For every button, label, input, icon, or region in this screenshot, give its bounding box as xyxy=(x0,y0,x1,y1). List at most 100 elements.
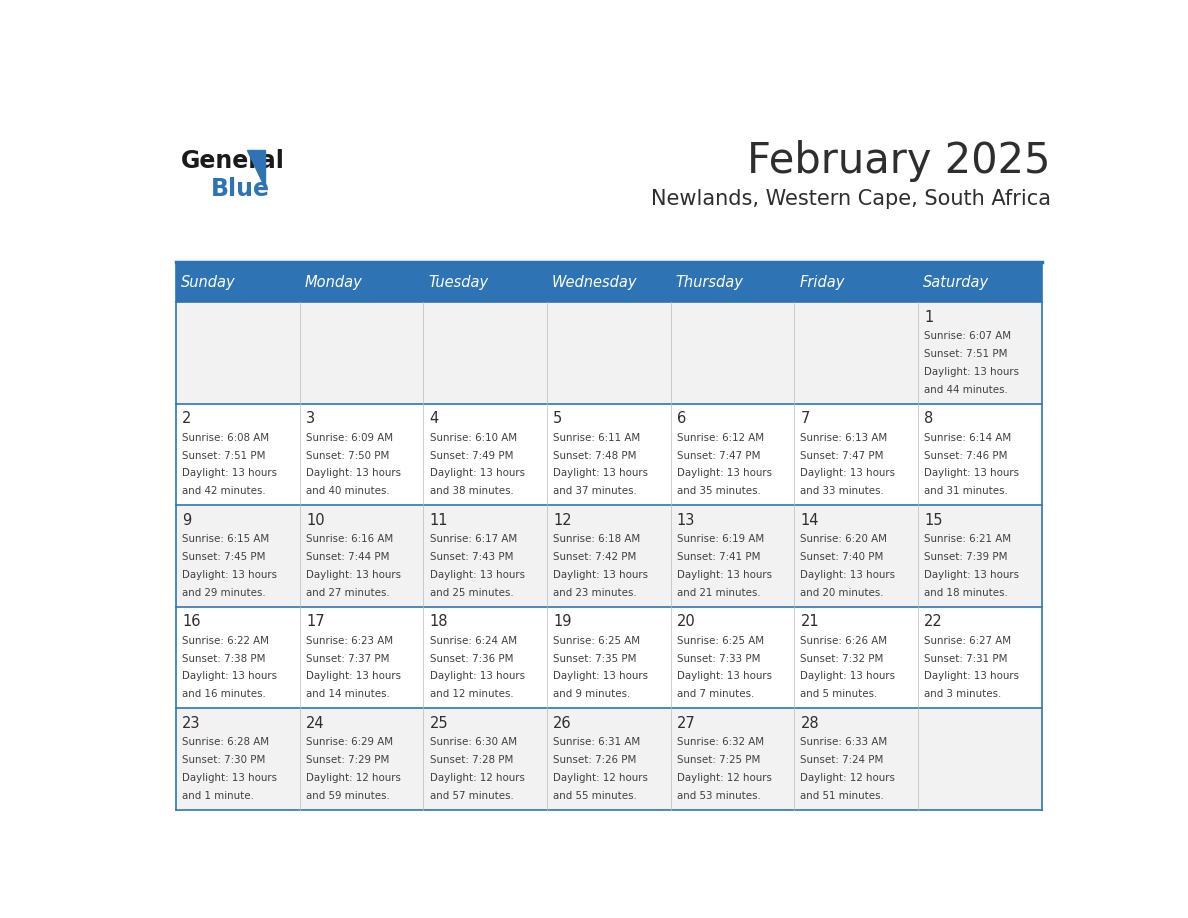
Text: 21: 21 xyxy=(801,614,819,629)
Text: Sunrise: 6:19 AM: Sunrise: 6:19 AM xyxy=(677,534,764,544)
Bar xyxy=(176,404,1042,506)
Text: Sunday: Sunday xyxy=(181,274,235,290)
Text: and 53 minutes.: and 53 minutes. xyxy=(677,790,760,800)
Text: 1: 1 xyxy=(924,309,934,325)
Text: Sunrise: 6:30 AM: Sunrise: 6:30 AM xyxy=(430,737,517,747)
Text: Sunset: 7:42 PM: Sunset: 7:42 PM xyxy=(554,552,637,562)
Text: Sunset: 7:32 PM: Sunset: 7:32 PM xyxy=(801,654,884,664)
Text: Sunset: 7:45 PM: Sunset: 7:45 PM xyxy=(182,552,266,562)
Text: Daylight: 13 hours: Daylight: 13 hours xyxy=(924,570,1019,580)
Text: Sunrise: 6:08 AM: Sunrise: 6:08 AM xyxy=(182,433,270,442)
Bar xyxy=(176,607,1042,709)
Text: Sunset: 7:29 PM: Sunset: 7:29 PM xyxy=(307,756,390,765)
Text: Sunset: 7:51 PM: Sunset: 7:51 PM xyxy=(924,349,1007,359)
Text: Sunset: 7:35 PM: Sunset: 7:35 PM xyxy=(554,654,637,664)
Bar xyxy=(176,709,1042,810)
Text: Daylight: 13 hours: Daylight: 13 hours xyxy=(801,468,896,478)
Text: and 55 minutes.: and 55 minutes. xyxy=(554,790,637,800)
Text: Friday: Friday xyxy=(800,274,845,290)
Bar xyxy=(176,302,1042,404)
Text: 13: 13 xyxy=(677,512,695,528)
Text: 28: 28 xyxy=(801,715,819,731)
Text: 23: 23 xyxy=(182,715,201,731)
Text: Sunset: 7:41 PM: Sunset: 7:41 PM xyxy=(677,552,760,562)
Text: and 38 minutes.: and 38 minutes. xyxy=(430,487,513,496)
Text: and 27 minutes.: and 27 minutes. xyxy=(307,588,390,598)
Text: 26: 26 xyxy=(554,715,571,731)
Text: Sunrise: 6:12 AM: Sunrise: 6:12 AM xyxy=(677,433,764,442)
Text: Sunset: 7:39 PM: Sunset: 7:39 PM xyxy=(924,552,1007,562)
Text: Daylight: 13 hours: Daylight: 13 hours xyxy=(307,570,400,580)
Text: 11: 11 xyxy=(430,512,448,528)
Text: and 51 minutes.: and 51 minutes. xyxy=(801,790,884,800)
Text: Sunrise: 6:18 AM: Sunrise: 6:18 AM xyxy=(554,534,640,544)
Text: 27: 27 xyxy=(677,715,696,731)
Text: Sunset: 7:37 PM: Sunset: 7:37 PM xyxy=(307,654,390,664)
Text: Sunset: 7:24 PM: Sunset: 7:24 PM xyxy=(801,756,884,765)
Text: Sunset: 7:31 PM: Sunset: 7:31 PM xyxy=(924,654,1007,664)
Text: and 40 minutes.: and 40 minutes. xyxy=(307,487,390,496)
Text: Daylight: 12 hours: Daylight: 12 hours xyxy=(430,773,524,783)
Text: Daylight: 13 hours: Daylight: 13 hours xyxy=(677,468,772,478)
Text: and 16 minutes.: and 16 minutes. xyxy=(182,689,266,700)
Text: Sunset: 7:38 PM: Sunset: 7:38 PM xyxy=(182,654,266,664)
Text: 24: 24 xyxy=(307,715,324,731)
Text: General: General xyxy=(181,149,285,173)
Text: Daylight: 13 hours: Daylight: 13 hours xyxy=(182,570,277,580)
Text: Sunrise: 6:07 AM: Sunrise: 6:07 AM xyxy=(924,331,1011,341)
Text: Sunrise: 6:13 AM: Sunrise: 6:13 AM xyxy=(801,433,887,442)
Text: Sunset: 7:26 PM: Sunset: 7:26 PM xyxy=(554,756,637,765)
Text: and 14 minutes.: and 14 minutes. xyxy=(307,689,390,700)
Text: and 12 minutes.: and 12 minutes. xyxy=(430,689,513,700)
Text: Daylight: 12 hours: Daylight: 12 hours xyxy=(307,773,400,783)
Text: Sunrise: 6:33 AM: Sunrise: 6:33 AM xyxy=(801,737,887,747)
Text: Daylight: 13 hours: Daylight: 13 hours xyxy=(554,468,649,478)
Text: and 21 minutes.: and 21 minutes. xyxy=(677,588,760,598)
Text: Daylight: 13 hours: Daylight: 13 hours xyxy=(554,570,649,580)
Text: and 44 minutes.: and 44 minutes. xyxy=(924,385,1007,395)
Text: Sunset: 7:49 PM: Sunset: 7:49 PM xyxy=(430,451,513,461)
Text: Sunrise: 6:27 AM: Sunrise: 6:27 AM xyxy=(924,636,1011,646)
Text: Sunrise: 6:14 AM: Sunrise: 6:14 AM xyxy=(924,433,1011,442)
Text: 6: 6 xyxy=(677,411,687,426)
Text: 7: 7 xyxy=(801,411,810,426)
Text: and 20 minutes.: and 20 minutes. xyxy=(801,588,884,598)
Text: 19: 19 xyxy=(554,614,571,629)
Text: Daylight: 13 hours: Daylight: 13 hours xyxy=(554,671,649,681)
Text: and 33 minutes.: and 33 minutes. xyxy=(801,487,884,496)
Text: Wednesday: Wednesday xyxy=(552,274,638,290)
Text: and 3 minutes.: and 3 minutes. xyxy=(924,689,1001,700)
Text: Sunset: 7:47 PM: Sunset: 7:47 PM xyxy=(677,451,760,461)
Text: Saturday: Saturday xyxy=(923,274,990,290)
Text: Daylight: 12 hours: Daylight: 12 hours xyxy=(801,773,896,783)
Text: Daylight: 13 hours: Daylight: 13 hours xyxy=(430,570,525,580)
Text: Daylight: 13 hours: Daylight: 13 hours xyxy=(430,468,525,478)
Text: Sunrise: 6:20 AM: Sunrise: 6:20 AM xyxy=(801,534,887,544)
Text: Daylight: 12 hours: Daylight: 12 hours xyxy=(677,773,772,783)
Text: Sunrise: 6:09 AM: Sunrise: 6:09 AM xyxy=(307,433,393,442)
Text: and 29 minutes.: and 29 minutes. xyxy=(182,588,266,598)
Text: 4: 4 xyxy=(430,411,438,426)
Text: Sunrise: 6:31 AM: Sunrise: 6:31 AM xyxy=(554,737,640,747)
Text: Sunrise: 6:21 AM: Sunrise: 6:21 AM xyxy=(924,534,1011,544)
Text: Sunrise: 6:17 AM: Sunrise: 6:17 AM xyxy=(430,534,517,544)
Text: and 18 minutes.: and 18 minutes. xyxy=(924,588,1007,598)
Text: Sunset: 7:43 PM: Sunset: 7:43 PM xyxy=(430,552,513,562)
Text: 15: 15 xyxy=(924,512,942,528)
Text: 17: 17 xyxy=(307,614,324,629)
Text: Sunrise: 6:23 AM: Sunrise: 6:23 AM xyxy=(307,636,393,646)
Text: and 57 minutes.: and 57 minutes. xyxy=(430,790,513,800)
Text: 18: 18 xyxy=(430,614,448,629)
Text: Sunset: 7:47 PM: Sunset: 7:47 PM xyxy=(801,451,884,461)
Text: Sunset: 7:28 PM: Sunset: 7:28 PM xyxy=(430,756,513,765)
Text: Blue: Blue xyxy=(211,177,270,201)
Text: Sunrise: 6:16 AM: Sunrise: 6:16 AM xyxy=(307,534,393,544)
Text: 12: 12 xyxy=(554,512,571,528)
Text: Sunrise: 6:25 AM: Sunrise: 6:25 AM xyxy=(677,636,764,646)
Text: and 25 minutes.: and 25 minutes. xyxy=(430,588,513,598)
Text: Sunrise: 6:32 AM: Sunrise: 6:32 AM xyxy=(677,737,764,747)
Text: 2: 2 xyxy=(182,411,191,426)
Text: Tuesday: Tuesday xyxy=(429,274,488,290)
Text: and 9 minutes.: and 9 minutes. xyxy=(554,689,631,700)
Text: Daylight: 13 hours: Daylight: 13 hours xyxy=(801,671,896,681)
